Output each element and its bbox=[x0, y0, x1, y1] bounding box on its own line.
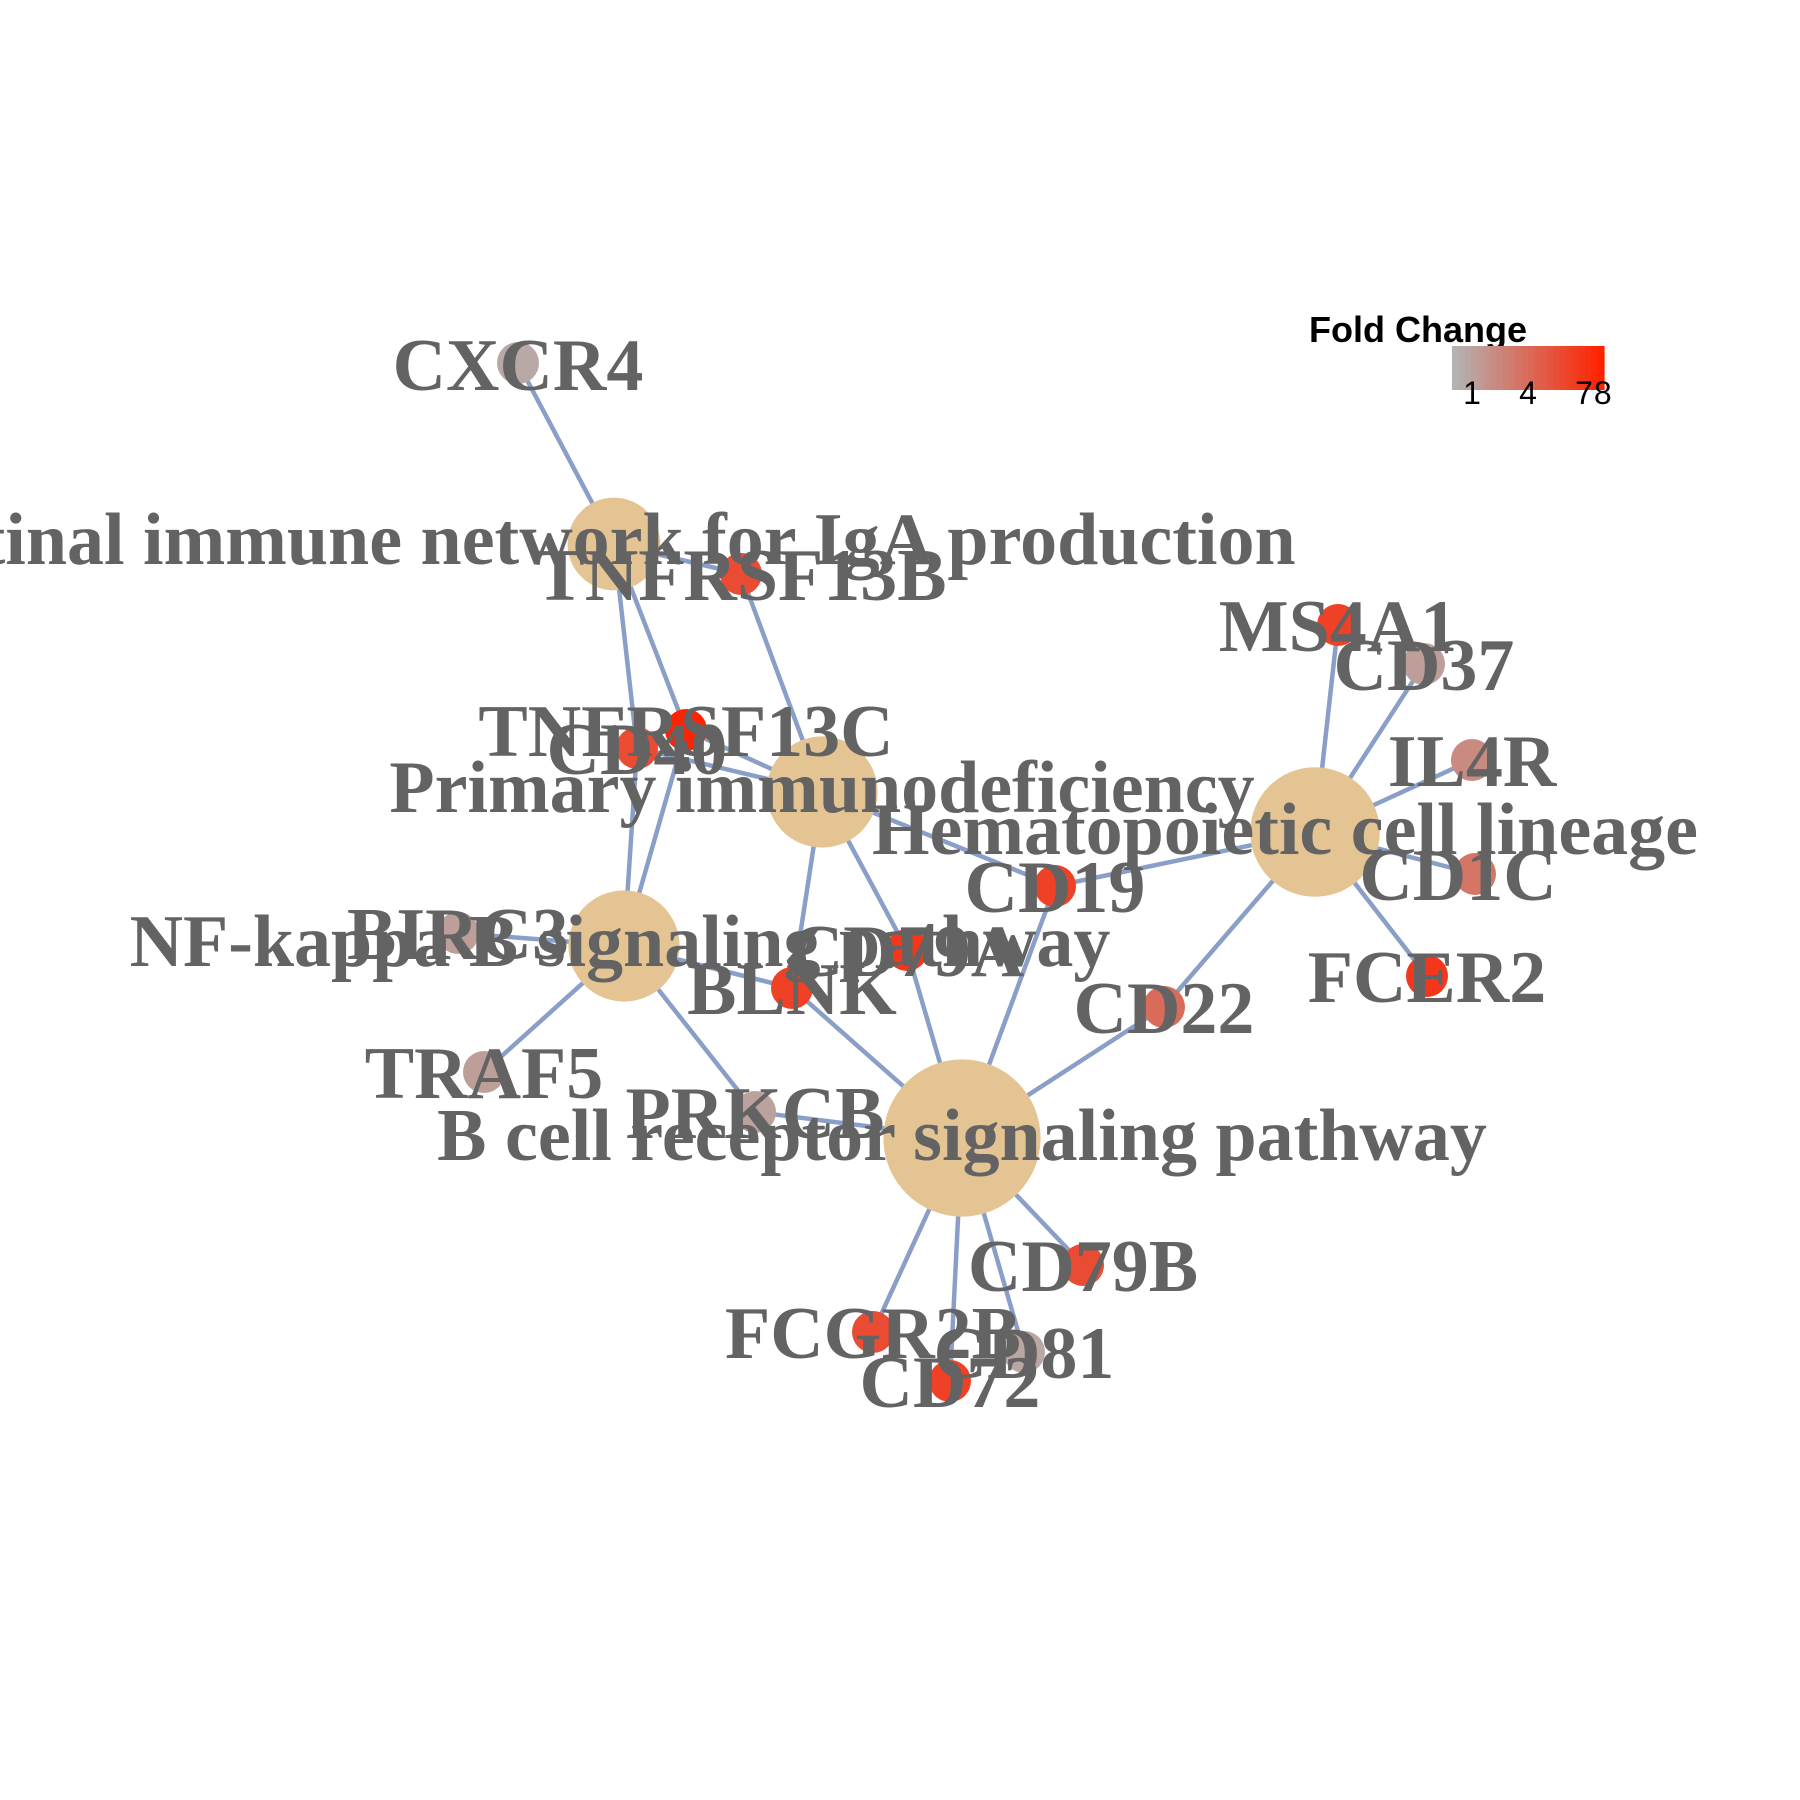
legend-colorbar-step bbox=[1578, 346, 1586, 390]
legend-colorbar-step bbox=[1566, 346, 1573, 390]
legend-tick-label: 1 bbox=[1463, 375, 1481, 411]
gene-node-cd79b bbox=[1062, 1244, 1104, 1286]
gene-node-cd79a bbox=[886, 929, 928, 971]
legend-colorbar-step bbox=[1458, 346, 1466, 390]
legend-colorbar-step bbox=[1547, 346, 1554, 390]
legend-colorbar-step bbox=[1591, 346, 1599, 390]
legend-colorbar-step bbox=[1585, 346, 1592, 390]
pathway-label-bcr: B cell receptor signaling pathway bbox=[437, 1095, 1487, 1177]
legend-colorbar-step bbox=[1477, 346, 1485, 390]
gene-node-blnk bbox=[771, 967, 813, 1009]
legend-tick-label: 8 bbox=[1594, 375, 1612, 411]
legend-colorbar-step bbox=[1559, 346, 1567, 390]
gene-node-birc3 bbox=[437, 912, 479, 954]
gene-node-il4r bbox=[1451, 739, 1493, 781]
gene-label-tnfrsf13c: TNFRSF13C bbox=[478, 691, 893, 773]
pathway-label-hcl: Hematopoietic cell lineage bbox=[872, 789, 1698, 871]
legend-colorbar-step bbox=[1502, 346, 1510, 390]
gene-node-cd40 bbox=[616, 727, 658, 769]
gene-label-fcer2: FCER2 bbox=[1308, 937, 1546, 1019]
pathway-node-hcl bbox=[1250, 767, 1380, 897]
legend-colorbar-step bbox=[1515, 346, 1523, 390]
legend-colorbar-step bbox=[1553, 346, 1561, 390]
nodes-layer bbox=[437, 342, 1496, 1402]
legend-tick-label: 7 bbox=[1575, 375, 1593, 411]
gene-node-cd22 bbox=[1143, 986, 1185, 1028]
gene-label-cd37: CD37 bbox=[1334, 625, 1515, 707]
legend-colorbar-step bbox=[1528, 346, 1535, 390]
gene-node-cxcr4 bbox=[497, 342, 539, 384]
gene-label-il4r: IL4R bbox=[1388, 721, 1558, 803]
legend-colorbar-step bbox=[1572, 346, 1580, 390]
gene-label-cd1c: CD1C bbox=[1359, 835, 1556, 917]
gene-label-blnk: BLNK bbox=[687, 949, 897, 1031]
labels-layer: Intestinal immune network for IgA produc… bbox=[0, 325, 1698, 1424]
legend-colorbar-step bbox=[1540, 346, 1548, 390]
gene-node-tnfrsf13b bbox=[720, 553, 762, 595]
legend-colorbar-step bbox=[1496, 346, 1504, 390]
gene-label-prkcb: PRKCB bbox=[626, 1073, 885, 1155]
gene-label-cd22: CD22 bbox=[1074, 968, 1255, 1050]
legend-colorbar-step bbox=[1597, 346, 1605, 390]
gene-label-birc3: BIRC3 bbox=[347, 894, 569, 976]
gene-node-prkcb bbox=[734, 1091, 776, 1133]
gene-node-cd72 bbox=[929, 1360, 971, 1402]
legend-colorbar-step bbox=[1471, 346, 1478, 390]
gene-node-ms4a1 bbox=[1317, 604, 1359, 646]
legend-colorbar-step bbox=[1464, 346, 1472, 390]
gene-label-fcgr2b: FCGR2B bbox=[725, 1293, 1021, 1375]
legend-colorbar-step bbox=[1483, 346, 1491, 390]
gene-label-tnfrsf13b: TNFRSF13B bbox=[535, 535, 946, 617]
gene-label-ms4a1: MS4A1 bbox=[1219, 586, 1457, 668]
legend-title: Fold Change bbox=[1309, 309, 1527, 350]
gene-node-fcer2 bbox=[1406, 955, 1448, 997]
legend-colorbar-step bbox=[1509, 346, 1516, 390]
gene-label-traf5: TRAF5 bbox=[365, 1033, 603, 1115]
gene-node-fcgr2b bbox=[852, 1311, 894, 1353]
pathway-node-bcr bbox=[883, 1059, 1041, 1217]
gene-node-tnfrsf13c bbox=[665, 709, 707, 751]
gene-label-cd81: CD81 bbox=[934, 1313, 1115, 1395]
gene-label-cd79a: CD79A bbox=[790, 911, 1024, 993]
legend-colorbar-step bbox=[1534, 346, 1542, 390]
legend-colorbar-step bbox=[1521, 346, 1529, 390]
pathway-node-iga bbox=[567, 497, 661, 591]
gene-label-cd72: CD72 bbox=[860, 1342, 1041, 1424]
pathway-label-pid: Primary immunodeficiency bbox=[389, 747, 1254, 829]
legend-colorbar bbox=[1452, 346, 1605, 390]
pathway-label-iga: Intestinal immune network for IgA produc… bbox=[0, 499, 1296, 581]
gene-label-cd40: CD40 bbox=[547, 709, 728, 791]
gene-label-cd19: CD19 bbox=[965, 847, 1146, 929]
pathway-node-pid bbox=[766, 736, 878, 848]
gene-label-cd79b: CD79B bbox=[968, 1226, 1198, 1308]
gene-node-traf5 bbox=[463, 1051, 505, 1093]
gene-node-cd37 bbox=[1403, 643, 1445, 685]
gene-node-cd19 bbox=[1034, 865, 1076, 907]
legend-colorbar-step bbox=[1452, 346, 1459, 390]
pathway-node-nfkb bbox=[568, 890, 680, 1002]
legend-tick-label: 4 bbox=[1519, 375, 1537, 411]
gene-node-cd1c bbox=[1454, 853, 1496, 895]
legend-colorbar-step bbox=[1490, 346, 1497, 390]
pathway-label-nfkb: NF-kappa B signaling pathway bbox=[130, 901, 1111, 983]
gene-node-cd81 bbox=[1003, 1331, 1045, 1373]
gene-label-cxcr4: CXCR4 bbox=[393, 325, 644, 407]
